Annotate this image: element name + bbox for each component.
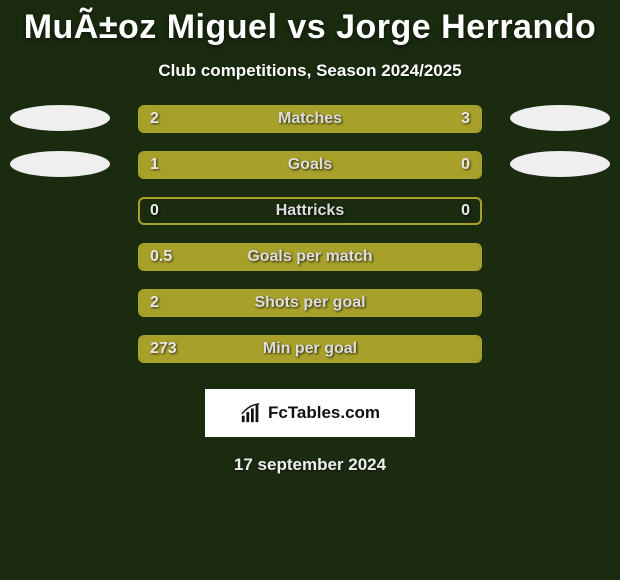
stat-row: Goals per match0.5 [0, 243, 620, 289]
stats-container: Matches23Goals10Hattricks00Goals per mat… [0, 105, 620, 381]
footer-date: 17 september 2024 [0, 455, 620, 475]
team-badge-left [10, 151, 110, 177]
stat-row: Matches2 3 [0, 105, 620, 151]
stat-value-right: 3 [461, 105, 470, 133]
page-title: MuÃ±oz Miguel vs Jorge Herrando [0, 0, 620, 47]
stat-value-right: 0 [461, 151, 470, 179]
stat-row: Min per goal273 [0, 335, 620, 381]
page-subtitle: Club competitions, Season 2024/2025 [0, 61, 620, 81]
stat-label: Goals per match [138, 243, 482, 271]
stat-row: Hattricks0 0 [0, 197, 620, 243]
stat-label: Matches [138, 105, 482, 133]
stat-value-right: 0 [461, 197, 470, 225]
stat-label: Shots per goal [138, 289, 482, 317]
team-badge-right [510, 151, 610, 177]
fctables-logo-icon [240, 402, 262, 424]
stat-value-left: 2 [150, 105, 159, 133]
team-badge-left [10, 105, 110, 131]
logo-text: FcTables.com [268, 403, 380, 423]
team-badge-right [510, 105, 610, 131]
stat-label: Min per goal [138, 335, 482, 363]
stat-value-left: 0.5 [150, 243, 172, 271]
stat-value-left: 273 [150, 335, 177, 363]
stat-value-left: 1 [150, 151, 159, 179]
stat-label: Hattricks [138, 197, 482, 225]
stat-row: Shots per goal2 [0, 289, 620, 335]
stat-row: Goals1 0 [0, 151, 620, 197]
stat-label: Goals [138, 151, 482, 179]
logo-box[interactable]: FcTables.com [205, 389, 415, 437]
stat-value-left: 0 [150, 197, 159, 225]
stat-value-left: 2 [150, 289, 159, 317]
